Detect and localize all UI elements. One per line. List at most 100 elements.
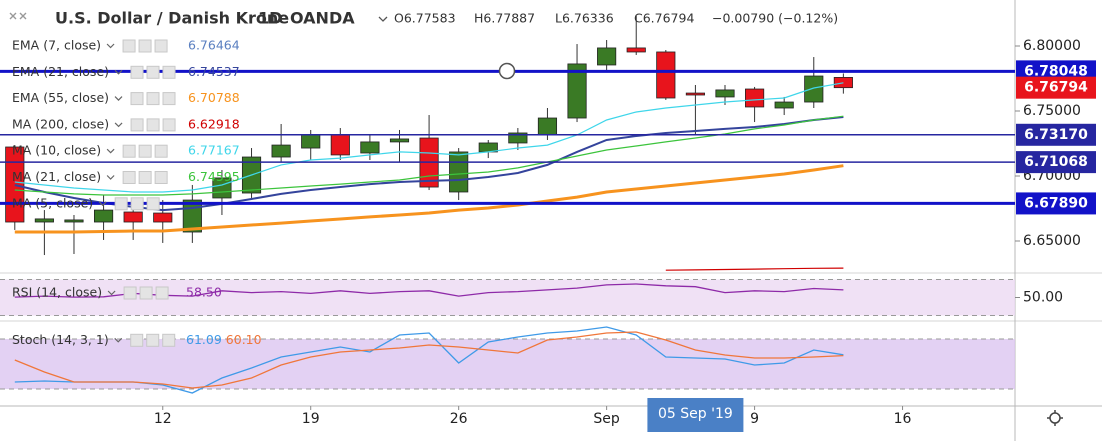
legend-dropdown[interactable] — [106, 43, 115, 49]
legend-icon[interactable] — [122, 144, 136, 158]
candle-body — [745, 88, 765, 108]
candle-body — [123, 211, 143, 223]
ohlc-change: −0.00790 (−0.12%) — [712, 11, 838, 26]
candle-body — [5, 146, 25, 223]
ohlc-close: C6.76794 — [634, 11, 694, 26]
legend-name: MA (10, close) — [12, 143, 101, 158]
indicator-line — [14, 82, 844, 193]
crosshair-label: 05 Sep '19 — [658, 406, 733, 422]
band — [0, 279, 1015, 316]
settings-teeth[interactable] — [1047, 410, 1063, 426]
candle-body — [774, 101, 794, 109]
legend-dropdown[interactable] — [114, 122, 123, 128]
legend-icon[interactable] — [122, 171, 136, 184]
legend-icon[interactable] — [155, 286, 169, 300]
legend-icon[interactable] — [138, 171, 152, 184]
legend-icon[interactable] — [146, 118, 160, 132]
legend-name: MA (200, close) — [12, 116, 109, 131]
legend-icon[interactable] — [138, 144, 152, 158]
x-tick-label: Sep — [593, 411, 620, 427]
legend-dropdown[interactable] — [106, 175, 115, 180]
legend-dropdown[interactable] — [98, 201, 107, 207]
legend-icon[interactable] — [146, 92, 160, 106]
legend-icon[interactable] — [154, 39, 168, 53]
hover-marker — [498, 62, 516, 80]
settings-icon[interactable] — [1047, 410, 1063, 426]
indicator-line — [14, 164, 844, 234]
legend-dropdown[interactable] — [114, 96, 123, 101]
pane-value: 61.09 — [186, 332, 222, 347]
candle-body — [449, 151, 469, 193]
band — [0, 338, 1015, 390]
pane-title: Stoch (14, 3, 1) — [12, 332, 109, 347]
last-price-label: 6.76794 — [1024, 80, 1088, 96]
candle-body — [508, 132, 528, 144]
candle-body — [301, 134, 321, 149]
legend-icon[interactable] — [154, 144, 168, 158]
symbol-title: U.S. Dollar / Danish Krone — [55, 9, 289, 28]
x-tick-label: 12 — [154, 411, 172, 427]
legend-icon[interactable] — [139, 286, 153, 300]
legend-icon[interactable] — [122, 39, 136, 53]
legend-value: 6.74595 — [188, 169, 240, 184]
ohlc-open: O6.77583 — [394, 11, 456, 26]
legend-dropdown[interactable] — [106, 148, 115, 154]
legend-value: 6.62918 — [188, 116, 240, 131]
legend-value: 6.74537 — [188, 64, 240, 79]
overlay: U.S. Dollar / Danish Krone 1D OANDA O6.7… — [9, 9, 1063, 426]
x-tick-label: 16 — [894, 411, 912, 427]
y-tick-label: 50.00 — [1023, 290, 1063, 306]
legend-icon[interactable] — [162, 333, 176, 347]
level-label-box — [1016, 192, 1096, 215]
candle-body — [537, 117, 558, 136]
candle-body — [330, 134, 350, 156]
candle-body — [833, 77, 853, 89]
legend-icon[interactable] — [146, 333, 160, 347]
indicator-line — [14, 326, 844, 394]
pane-title: RSI (14, close) — [12, 285, 102, 300]
x-tick-label: 19 — [302, 411, 320, 427]
legend-icon[interactable] — [130, 333, 144, 347]
dropdown-icon[interactable] — [378, 16, 388, 22]
candle-body — [34, 218, 54, 223]
legend-dropdown[interactable] — [114, 337, 123, 343]
candle-body — [360, 141, 380, 154]
legend-icon[interactable] — [162, 118, 176, 132]
y-tick-label: 6.75000 — [1023, 103, 1081, 119]
legend-icon[interactable] — [130, 197, 144, 211]
candle-body — [389, 138, 410, 143]
ohlc-low: L6.76336 — [555, 11, 614, 26]
legend-value: 6.77167 — [188, 143, 240, 158]
indicator-line — [14, 115, 844, 196]
legend-icon[interactable] — [138, 39, 152, 53]
indicator-line — [14, 283, 844, 298]
legend-value: 6.70788 — [188, 90, 240, 105]
legend-icon[interactable] — [154, 171, 168, 184]
legend-icon[interactable] — [114, 197, 128, 211]
legend-icon[interactable] — [130, 118, 144, 132]
legend-dropdown[interactable] — [107, 290, 116, 296]
legend-icon[interactable] — [130, 65, 144, 79]
level-label-box — [1016, 123, 1096, 146]
legend-icon[interactable] — [146, 65, 160, 79]
level-label: 6.71068 — [1024, 154, 1088, 170]
level-label: 6.67890 — [1024, 195, 1088, 211]
legend-icon[interactable] — [123, 286, 137, 300]
source: OANDA — [290, 9, 355, 28]
interval[interactable]: 1D — [258, 9, 282, 28]
legend-icon[interactable] — [162, 65, 176, 79]
x-tick-label: 26 — [450, 411, 468, 427]
legend-name: EMA (21, close) — [12, 64, 109, 79]
collapse-icon[interactable] — [9, 12, 27, 20]
legend-dropdown[interactable] — [114, 69, 123, 75]
ohlc-high: H6.77887 — [474, 11, 535, 26]
x-tick-label: 9 — [750, 411, 759, 427]
legend-icon[interactable] — [162, 92, 176, 106]
legend-icon[interactable] — [146, 197, 160, 211]
indicator-line — [14, 331, 844, 389]
candle-body — [64, 219, 84, 223]
legend-icon[interactable] — [130, 92, 144, 106]
legend-name: EMA (55, close) — [12, 90, 109, 105]
